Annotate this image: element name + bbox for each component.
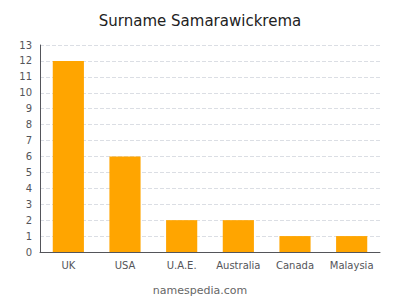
svg-text:UK: UK xyxy=(61,260,75,271)
svg-text:9: 9 xyxy=(26,103,32,114)
svg-text:Canada: Canada xyxy=(276,260,314,271)
svg-text:7: 7 xyxy=(26,135,32,146)
svg-text:namespedia.com: namespedia.com xyxy=(153,284,247,297)
svg-text:0: 0 xyxy=(26,247,32,258)
svg-text:2: 2 xyxy=(26,215,32,226)
svg-text:8: 8 xyxy=(26,119,32,130)
svg-text:11: 11 xyxy=(19,71,32,82)
svg-text:4: 4 xyxy=(26,183,32,194)
svg-text:Malaysia: Malaysia xyxy=(330,260,374,271)
svg-text:Surname Samarawickrema: Surname Samarawickrema xyxy=(99,12,301,30)
svg-text:3: 3 xyxy=(26,199,32,210)
svg-text:12: 12 xyxy=(19,55,32,66)
svg-text:13: 13 xyxy=(19,40,32,51)
svg-text:10: 10 xyxy=(19,87,32,98)
svg-text:1: 1 xyxy=(26,231,32,242)
svg-text:USA: USA xyxy=(115,260,136,271)
svg-text:U.A.E.: U.A.E. xyxy=(167,260,197,271)
svg-text:Australia: Australia xyxy=(216,260,260,271)
svg-text:6: 6 xyxy=(26,151,32,162)
svg-text:5: 5 xyxy=(26,167,32,178)
